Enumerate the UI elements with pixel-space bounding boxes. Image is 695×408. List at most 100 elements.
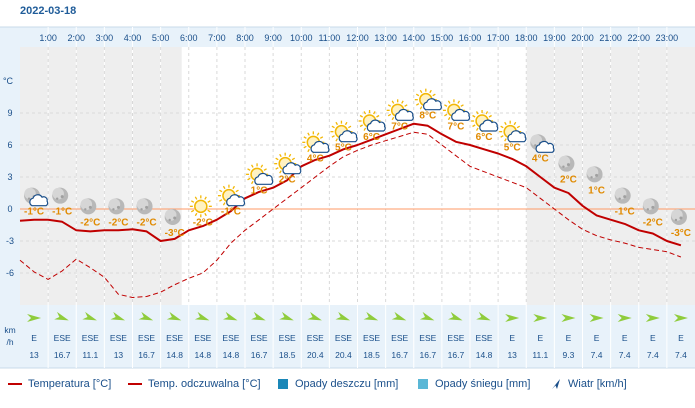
- wind-arrow-icon: [166, 311, 182, 321]
- wind-arrow-icon: [589, 314, 604, 322]
- wind-unit-bottom: /h: [6, 337, 13, 347]
- sun-ray: [250, 180, 254, 185]
- axis-layer: 1:00 2:00 3:00 4:00 5:00 6:00 7:00 8:00 9:00 10:0…: [3, 33, 678, 278]
- moon-crater: [145, 205, 149, 209]
- hourly-temp-label: 6°C: [363, 132, 380, 143]
- wind-arrow-shape: [645, 314, 660, 322]
- sun-ray: [475, 111, 479, 115]
- sun-ray: [472, 124, 476, 128]
- hourly-temp-label: -3°C: [165, 228, 185, 239]
- wind-arrow-icon: [194, 311, 210, 321]
- sun-cloud-icon: [274, 152, 302, 175]
- y-tick-label: 3: [7, 172, 12, 182]
- moon-icon: [164, 209, 181, 225]
- moon-crater: [595, 173, 599, 177]
- sun-ray: [444, 113, 448, 117]
- sun-ray: [516, 125, 521, 129]
- rain-swatch: [278, 379, 288, 389]
- hour-tick-label: 16:00: [459, 33, 482, 43]
- cloud: [423, 98, 442, 111]
- wind-arrow-icon: [552, 379, 560, 389]
- moon-crater: [566, 163, 570, 167]
- wind-arrow-icon: [307, 311, 322, 321]
- hourly-temp-label: -1°C: [52, 207, 72, 218]
- sun-ray: [391, 100, 395, 104]
- sun-ray: [279, 170, 282, 174]
- wind-arrow-icon: [645, 314, 660, 322]
- wind-speed: 7.4: [647, 350, 659, 360]
- legend-snow[interactable]: Opady śniegu [mm]: [418, 378, 530, 390]
- sun-ray: [190, 200, 195, 203]
- wind-speed: 11.1: [532, 350, 548, 360]
- wind-layer: km/h E 13 ESE 16.7 ESE 11.1 ESE 13 ESE 16.7 ESE 14.8…: [4, 311, 688, 360]
- wind-direction: ESE: [194, 333, 211, 343]
- legend-wind[interactable]: Wiatr [km/h]: [550, 378, 627, 390]
- wind-arrow-icon: [391, 311, 407, 321]
- wind-arrow-shape: [589, 314, 604, 322]
- sun-cloud-icon: [358, 110, 386, 132]
- wind-arrow-shape: [166, 311, 182, 321]
- legend-wind-label: Wiatr [km/h]: [568, 378, 627, 390]
- hourly-temp-label: -2°C: [80, 217, 100, 228]
- sun-ray: [475, 127, 479, 131]
- sun-ray: [263, 168, 267, 171]
- moon-crater: [623, 195, 627, 199]
- wind-speed: 11.1: [82, 350, 98, 360]
- legend-feels-like[interactable]: Temp. odczuwalna [°C]: [128, 378, 261, 390]
- moon-crater: [646, 208, 650, 211]
- hourly-temp-label: 8°C: [419, 111, 436, 122]
- moon-icon: [642, 198, 659, 215]
- wind-arrow-icon: [447, 311, 463, 321]
- y-tick-label: 0: [7, 204, 12, 214]
- series-layer: [19, 122, 682, 298]
- wind-speed: 16.7: [420, 350, 437, 360]
- sun-ray: [504, 121, 507, 126]
- feels-like-line: [19, 131, 682, 298]
- wind-direction: E: [509, 333, 515, 343]
- legend-temperature[interactable]: Temperatura [°C]: [8, 378, 111, 390]
- moon-icon: [586, 166, 603, 183]
- wind-arrow-icon: [110, 311, 126, 321]
- hour-tick-label: 22:00: [627, 33, 650, 43]
- sun-ray: [222, 185, 226, 190]
- hour-tick-label: 11:00: [318, 33, 340, 43]
- legend-feels-like-label: Temp. odczuwalna [°C]: [148, 378, 261, 390]
- hour-header: [0, 27, 695, 47]
- sun-cloud-icon: [414, 88, 442, 111]
- wind-direction: E: [566, 333, 572, 343]
- wind-speed: 13: [29, 350, 39, 360]
- hour-tick-label: 20:00: [571, 33, 594, 43]
- wind-speed: 18.5: [363, 350, 380, 360]
- moon-cloud-icon: [530, 134, 555, 153]
- cloud: [29, 194, 49, 207]
- wind-speed: 13: [114, 350, 124, 360]
- sun-ray: [307, 148, 310, 153]
- sun-ray: [387, 113, 392, 117]
- wind-speed: 16.7: [251, 350, 268, 360]
- sun-ray: [372, 111, 376, 115]
- moon-icon: [80, 198, 97, 215]
- moon-crater: [590, 176, 593, 179]
- moon-crater: [651, 205, 655, 209]
- hour-tick-label: 1:00: [39, 33, 57, 43]
- sun-ray: [250, 164, 254, 168]
- wind-arrow-shape: [335, 311, 351, 321]
- sun-disc: [194, 199, 208, 214]
- legend-rain[interactable]: Opady deszczu [mm]: [278, 378, 398, 390]
- hour-tick-label: 4:00: [124, 33, 142, 43]
- sun-ray: [260, 164, 264, 168]
- moon-crater: [679, 216, 683, 220]
- y-axis-unit: °C: [3, 76, 14, 86]
- wind-arrow-icon: [561, 314, 576, 322]
- hourly-temp-label: -3°C: [671, 228, 691, 239]
- wind-direction: E: [650, 333, 656, 343]
- hour-tick-label: 23:00: [656, 33, 679, 43]
- wind-arrow-shape: [673, 314, 688, 322]
- sun-cloud-icon: [217, 184, 246, 207]
- weather-chart: 1:00 2:00 3:00 4:00 5:00 6:00 7:00 8:00 9:00 10:0…: [0, 26, 695, 369]
- moon-crater: [140, 208, 143, 211]
- icon-layer: [24, 88, 687, 225]
- hourly-temp-label: 4°C: [532, 153, 549, 164]
- wind-speed: 14.8: [223, 350, 240, 360]
- label-layer: -1°C -1°C -2°C -2°C -2°C -3°C -2°C -1°C 1°C 2°C 4°…: [24, 111, 691, 239]
